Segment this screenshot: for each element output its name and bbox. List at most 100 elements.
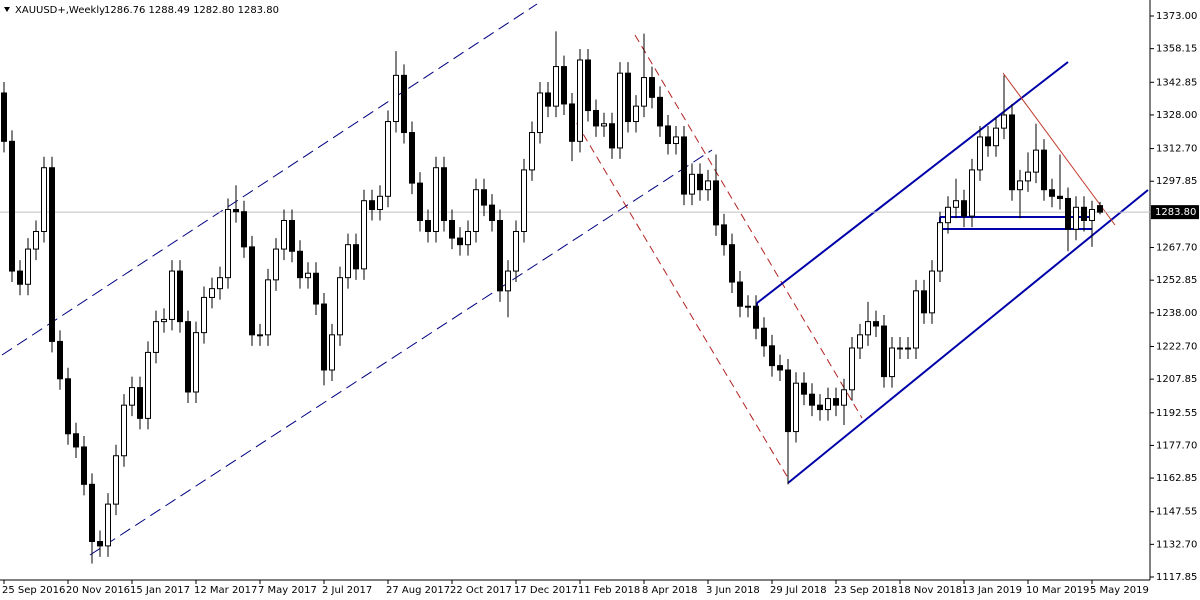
candle-body <box>497 219 503 292</box>
candle-body <box>489 204 495 221</box>
candle-body <box>193 332 199 393</box>
x-tick-label: 7 May 2017 <box>258 585 317 596</box>
candle-body <box>353 244 359 270</box>
candle-body <box>385 121 391 197</box>
y-tick-label: 1328.00 <box>1156 110 1197 121</box>
candle-body <box>209 288 215 298</box>
candle-body <box>553 66 559 107</box>
x-tick-label: 27 Aug 2017 <box>386 585 450 596</box>
candle-body <box>393 74 399 123</box>
candle-body <box>857 334 863 349</box>
candle-body <box>633 105 639 123</box>
candle-body <box>849 347 855 391</box>
candle-body <box>593 110 599 127</box>
candle-body <box>1073 206 1079 230</box>
candle-body <box>345 244 351 279</box>
candle-body <box>129 387 135 406</box>
candle-body <box>1041 149 1047 191</box>
candle-body <box>1081 206 1087 221</box>
candle-body <box>697 173 703 191</box>
candle-body <box>513 230 519 272</box>
candle-body <box>825 398 831 411</box>
candle-body <box>113 455 119 505</box>
candle-body <box>961 200 967 217</box>
candle-body <box>937 222 943 272</box>
y-tick-label: 1358.15 <box>1156 44 1197 55</box>
candle-body <box>921 290 927 314</box>
candle-body <box>713 180 719 226</box>
candle-body <box>17 270 23 285</box>
candle-body <box>809 393 815 406</box>
x-tick-label: 12 Mar 2017 <box>194 585 257 596</box>
candle-body <box>233 208 239 213</box>
candle-body <box>9 140 15 272</box>
candle-body <box>801 382 807 395</box>
candle-body <box>577 59 583 142</box>
candle-body <box>97 541 103 547</box>
candle-body <box>833 398 839 406</box>
bid-box <box>1151 205 1199 220</box>
candle-body <box>705 180 711 191</box>
candle-body <box>1089 208 1095 221</box>
candle-body <box>889 347 895 378</box>
channel-line <box>634 34 863 419</box>
x-tick-label: 11 Feb 2018 <box>578 585 640 596</box>
candle-body <box>225 208 231 279</box>
collapse-icon <box>4 7 10 12</box>
candle-body <box>33 230 39 250</box>
y-tick-label: 1177.70 <box>1156 440 1197 451</box>
candle-body <box>321 303 327 371</box>
bid-label: 1283.80 <box>1155 207 1196 218</box>
candle-body <box>473 189 479 232</box>
candle-body <box>273 248 279 281</box>
candle-body <box>441 167 447 221</box>
candle-body <box>41 167 47 232</box>
candle-body <box>185 321 191 393</box>
y-tick-label: 1312.70 <box>1156 144 1197 155</box>
candle-body <box>545 92 551 107</box>
x-tick-label: 29 Jul 2018 <box>770 585 827 596</box>
candle-body <box>1025 171 1031 182</box>
candle-body <box>25 248 31 285</box>
candle-body <box>177 270 183 323</box>
candle-body <box>665 125 671 145</box>
candle-body <box>641 77 647 107</box>
candle-body <box>673 136 679 145</box>
candle-body <box>953 200 959 208</box>
candle-body <box>569 103 575 142</box>
channel-line <box>787 189 1149 484</box>
candle-body <box>137 387 143 419</box>
candle-body <box>305 272 311 279</box>
y-tick-label: 1162.85 <box>1156 473 1197 484</box>
candle-body <box>729 244 735 283</box>
x-tick-label: 3 Jun 2018 <box>706 585 760 596</box>
candle-body <box>281 219 287 250</box>
candle-body <box>969 169 975 217</box>
candle-body <box>1001 114 1007 129</box>
candle-body <box>657 96 663 127</box>
candle-body <box>1009 114 1015 191</box>
candle-body <box>617 72 623 149</box>
candle-body <box>929 270 935 314</box>
y-tick-label: 1147.55 <box>1156 507 1197 518</box>
candle-body <box>913 290 919 349</box>
x-tick-label: 13 Jan 2019 <box>962 585 1022 596</box>
candle-body <box>161 318 167 323</box>
candle-body <box>649 77 655 98</box>
candle-body <box>449 219 455 239</box>
candle-body <box>561 66 567 105</box>
symbol: XAUUSD+,Weekly <box>15 5 105 16</box>
candle-body <box>89 483 95 543</box>
candle-body <box>369 200 375 210</box>
candle-body <box>121 404 127 457</box>
trend-line <box>1002 72 1116 226</box>
candle-body <box>465 230 471 246</box>
candle-body <box>1049 189 1055 197</box>
candle-body <box>737 281 743 307</box>
x-tick-label: 5 May 2019 <box>1090 585 1149 596</box>
candle-body <box>977 136 983 171</box>
candle-body <box>289 219 295 252</box>
channel-line <box>1 3 538 356</box>
x-tick-label: 23 Sep 2018 <box>834 585 897 596</box>
